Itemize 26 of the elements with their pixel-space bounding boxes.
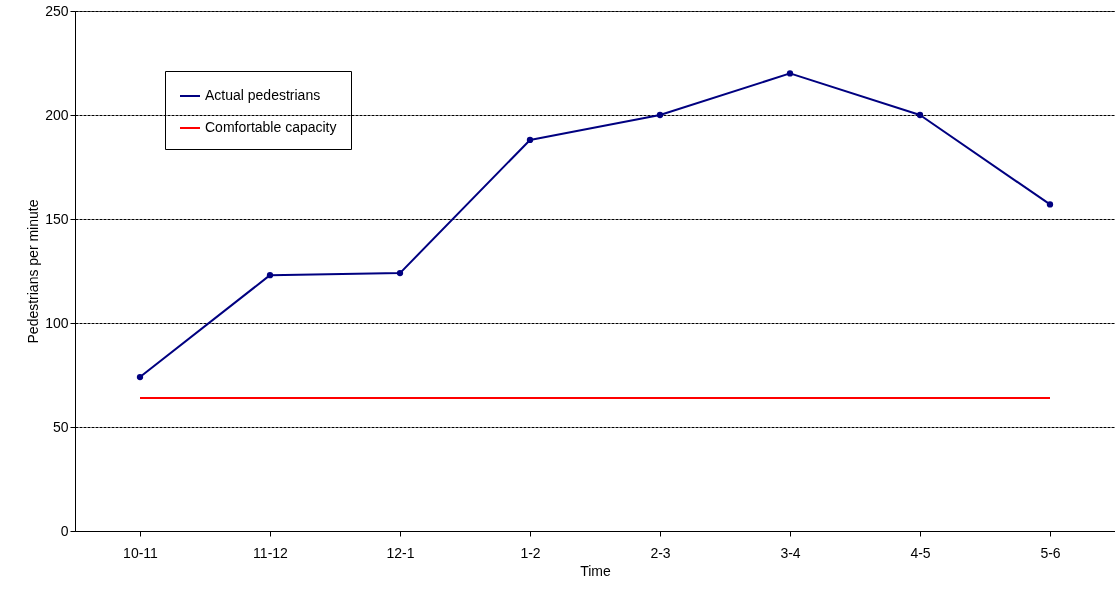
x-tick-label: 1-2 (520, 544, 541, 561)
y-tick-label: 100 (45, 314, 69, 331)
legend-label: Actual pedestrians (205, 87, 321, 103)
point (136, 373, 144, 381)
y-tick-label: 50 (52, 418, 69, 435)
x-tick-label: 3-4 (780, 544, 801, 561)
point (786, 70, 794, 77)
x-tick-label: 5-6 (1040, 544, 1061, 561)
point (916, 111, 924, 119)
legend-label: Comfortable capacity (205, 119, 337, 135)
y-tick-label: 200 (45, 106, 69, 123)
x-tick-label: 12-1 (386, 544, 415, 561)
point (1046, 201, 1054, 208)
y-tick-label: 0 (60, 522, 69, 539)
x-tick-label: 10-11 (123, 544, 159, 561)
point (526, 136, 534, 144)
y-tick-label: 250 (45, 2, 69, 19)
x-tick-label: 11-12 (253, 544, 289, 561)
x-tick-label: 2-3 (650, 544, 671, 561)
point (656, 111, 664, 119)
point (396, 269, 404, 277)
x-axis-title: Time (580, 562, 612, 579)
y-tick-label: 150 (45, 210, 69, 227)
point (266, 272, 274, 279)
x-tick-label: 4-5 (910, 544, 931, 561)
y-axis-title: Pedestrians per minute (25, 199, 42, 344)
